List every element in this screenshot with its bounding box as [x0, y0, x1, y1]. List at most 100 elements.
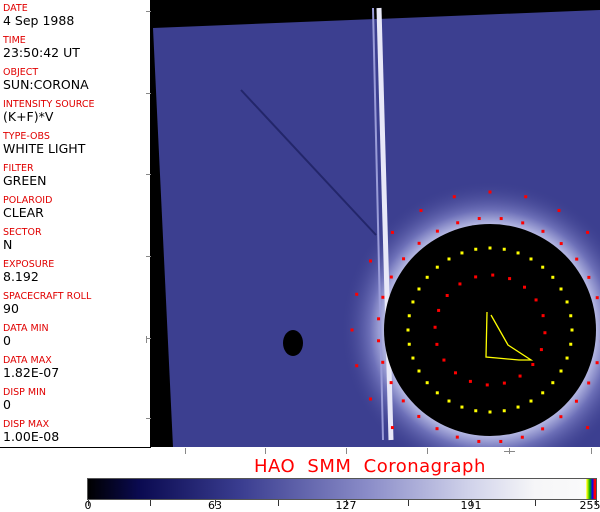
red-marker — [485, 383, 489, 387]
yellow-marker — [447, 257, 451, 261]
yellow-marker — [460, 251, 464, 255]
field-label: SPACECRAFT ROLL — [3, 291, 92, 302]
coronagraph-image[interactable] — [151, 0, 600, 480]
yellow-marker — [570, 328, 574, 332]
yellow-marker — [406, 328, 410, 332]
field-value: 4 Sep 1988 — [3, 13, 75, 28]
header-field: POLAROID CLEAR — [3, 195, 52, 220]
yellow-marker — [529, 257, 533, 261]
red-marker — [350, 328, 354, 332]
header-field: TYPE-OBS WHITE LIGHT — [3, 131, 85, 156]
occulter-disk — [384, 224, 596, 436]
axis-tick — [265, 448, 266, 454]
header-field: DATA MIN 0 — [3, 323, 49, 348]
header-field: TIME 23:50:42 UT — [3, 35, 80, 60]
red-marker — [381, 295, 385, 299]
red-marker — [477, 217, 481, 221]
yellow-marker — [559, 369, 563, 373]
red-marker — [368, 397, 372, 401]
red-marker — [456, 221, 460, 225]
yellow-marker — [411, 300, 415, 304]
field-label: INTENSITY SOURCE — [3, 99, 95, 110]
red-marker — [452, 195, 456, 199]
colorbar-tick-label: 255 — [579, 499, 600, 512]
field-value: 0 — [3, 333, 11, 348]
field-value: GREEN — [3, 173, 47, 188]
red-marker — [381, 360, 385, 364]
red-marker — [417, 414, 421, 418]
red-marker — [559, 242, 563, 246]
red-marker — [435, 342, 439, 346]
field-value: CLEAR — [3, 205, 44, 220]
red-marker — [390, 426, 394, 430]
header-field: EXPOSURE 8.192 — [3, 259, 54, 284]
yellow-marker — [502, 247, 506, 251]
yellow-marker — [565, 300, 569, 304]
yellow-marker — [551, 275, 555, 279]
header-field: INTENSITY SOURCE (K+F)*V — [3, 99, 95, 124]
field-value: 23:50:42 UT — [3, 45, 80, 60]
axis-tick — [185, 448, 186, 454]
red-marker — [401, 399, 405, 403]
red-marker — [389, 381, 393, 385]
red-marker — [502, 381, 506, 385]
yellow-marker — [551, 381, 555, 385]
header-field: DATE 4 Sep 1988 — [3, 3, 74, 28]
axis-tick — [504, 451, 515, 452]
red-marker — [499, 217, 503, 221]
red-marker — [595, 296, 599, 300]
yellow-marker — [474, 409, 478, 413]
red-marker — [521, 221, 525, 225]
yellow-marker — [502, 409, 506, 413]
field-label: TIME — [3, 35, 26, 46]
red-marker — [518, 374, 522, 378]
axis-tick — [146, 336, 147, 343]
red-marker — [587, 381, 591, 385]
header-field: DISP MAX 1.00E-08 — [3, 419, 59, 444]
field-label: FILTER — [3, 163, 34, 174]
colorbar-tick — [215, 500, 216, 506]
colorbar-tick — [346, 500, 347, 506]
red-marker — [586, 426, 590, 430]
yellow-marker — [488, 410, 492, 414]
pylon-edge — [372, 7, 384, 441]
red-marker — [587, 275, 591, 279]
header-field: DATA MAX 1.82E-07 — [3, 355, 59, 380]
axis-tick — [146, 93, 151, 94]
field-label: DATE — [3, 3, 28, 14]
red-marker — [539, 348, 543, 352]
red-marker — [419, 208, 423, 212]
red-marker — [445, 293, 449, 297]
red-marker — [477, 439, 481, 443]
header-field: SPACECRAFT ROLL 90 — [3, 291, 91, 316]
yellow-marker — [569, 314, 573, 318]
red-marker — [541, 427, 545, 431]
red-marker — [455, 435, 459, 439]
field-value: 8.192 — [3, 269, 39, 284]
colorbar-tick — [88, 500, 89, 506]
diagonal-streak — [240, 89, 377, 236]
colorbar — [87, 478, 597, 500]
yellow-marker — [516, 405, 520, 409]
yellow-marker — [435, 265, 439, 269]
red-marker — [508, 277, 512, 281]
red-marker — [488, 190, 492, 194]
yellow-marker — [541, 391, 545, 395]
field-label: TYPE-OBS — [3, 131, 50, 142]
red-marker — [355, 292, 359, 296]
field-label: POLAROID — [3, 195, 53, 206]
plot-title: HAO SMM Coronagraph — [254, 456, 486, 477]
yellow-marker — [417, 369, 421, 373]
yellow-marker — [411, 356, 415, 360]
red-marker — [390, 230, 394, 234]
header-field: FILTER GREEN — [3, 163, 47, 188]
red-marker — [491, 273, 495, 277]
yellow-marker — [565, 356, 569, 360]
red-marker — [377, 317, 381, 321]
red-marker — [433, 325, 437, 329]
yellow-marker — [417, 287, 421, 291]
yellow-marker — [488, 246, 492, 250]
dust-spot — [283, 330, 303, 356]
field-label: DATA MIN — [3, 323, 49, 334]
header-field: SECTOR N — [3, 227, 42, 252]
